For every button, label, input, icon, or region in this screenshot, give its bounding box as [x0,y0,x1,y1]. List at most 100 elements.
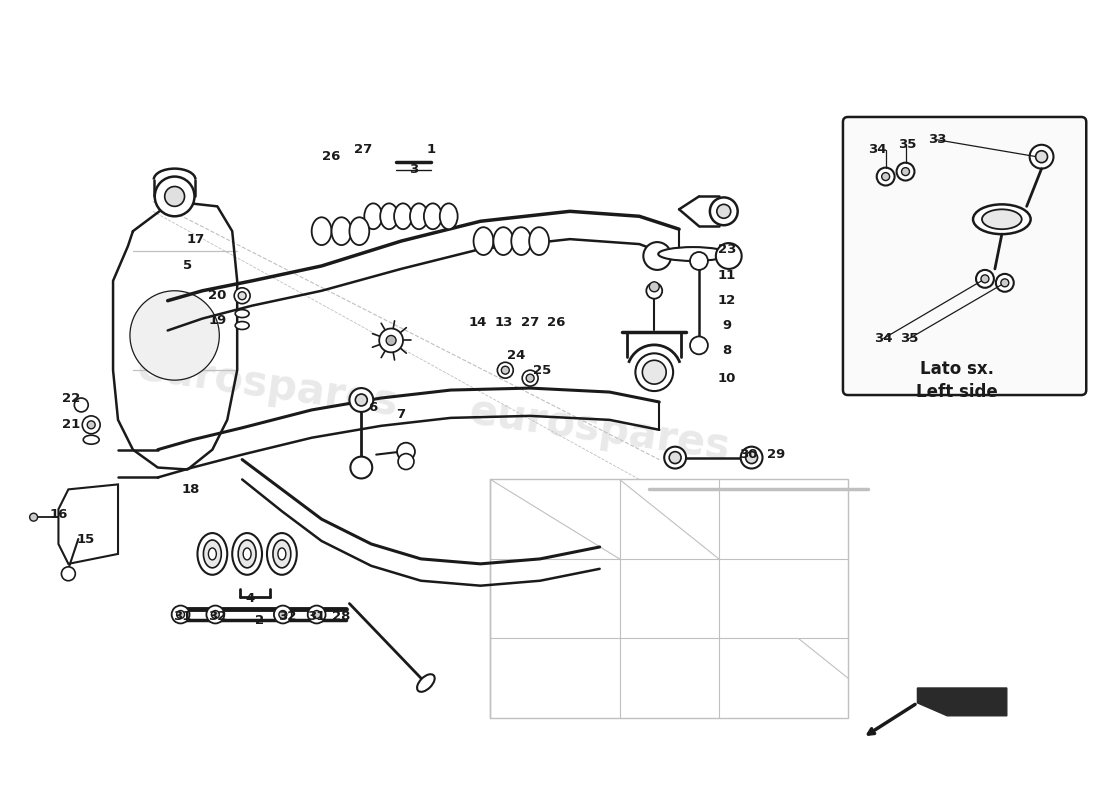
Circle shape [75,398,88,412]
Circle shape [976,270,994,288]
Text: 14: 14 [469,316,486,329]
Circle shape [239,292,246,300]
Ellipse shape [331,218,351,245]
Text: 29: 29 [768,448,785,461]
Circle shape [312,610,320,618]
Circle shape [717,204,730,218]
Text: 27: 27 [354,143,373,156]
Ellipse shape [512,227,531,255]
Text: 16: 16 [50,508,67,521]
Text: 32: 32 [277,610,296,623]
Text: 35: 35 [899,138,916,151]
Circle shape [497,362,514,378]
Ellipse shape [394,203,412,229]
Text: Lato sx.: Lato sx. [921,360,994,378]
Circle shape [740,446,762,469]
Circle shape [279,610,287,618]
Circle shape [1035,150,1047,162]
Circle shape [522,370,538,386]
Ellipse shape [208,548,217,560]
Circle shape [526,374,535,382]
Circle shape [996,274,1014,292]
Ellipse shape [658,247,728,261]
Circle shape [308,606,326,623]
Text: 19: 19 [208,314,227,327]
Text: 12: 12 [717,294,736,307]
Ellipse shape [982,210,1022,229]
Circle shape [207,606,224,623]
Circle shape [644,242,671,270]
Circle shape [130,290,219,380]
Ellipse shape [424,203,442,229]
Circle shape [690,252,708,270]
Circle shape [397,442,415,461]
Text: 27: 27 [521,316,539,329]
Circle shape [234,288,250,304]
Circle shape [664,446,686,469]
Ellipse shape [410,203,428,229]
Circle shape [669,452,681,463]
Polygon shape [917,688,1006,716]
Circle shape [274,606,292,623]
Text: 22: 22 [63,391,80,405]
Ellipse shape [273,540,290,568]
Ellipse shape [381,203,398,229]
Circle shape [386,335,396,346]
Circle shape [398,454,414,470]
Ellipse shape [311,218,331,245]
Text: 9: 9 [723,319,732,332]
Text: Left side: Left side [916,383,998,401]
Ellipse shape [198,533,228,574]
Circle shape [351,457,372,478]
Text: 7: 7 [396,408,406,422]
Text: 31: 31 [307,610,326,623]
Ellipse shape [232,533,262,574]
Circle shape [379,329,403,352]
Circle shape [746,452,758,463]
Circle shape [30,514,37,521]
Circle shape [896,162,914,181]
Text: 2: 2 [255,614,265,627]
Circle shape [649,282,659,292]
Circle shape [82,416,100,434]
Ellipse shape [636,354,673,391]
Circle shape [355,394,367,406]
Text: 23: 23 [717,242,736,255]
Text: 35: 35 [900,332,918,345]
Text: 17: 17 [186,233,205,246]
Circle shape [172,606,189,623]
Circle shape [882,173,890,181]
Text: 32: 32 [208,610,227,623]
Text: 33: 33 [928,134,946,146]
Ellipse shape [364,203,382,229]
Text: 24: 24 [507,349,526,362]
Circle shape [165,186,185,206]
Circle shape [716,243,741,269]
Circle shape [177,610,185,618]
Text: 26: 26 [322,150,341,163]
Text: 3: 3 [409,163,419,176]
Ellipse shape [494,227,514,255]
Text: 10: 10 [717,372,736,385]
Ellipse shape [642,360,667,384]
Circle shape [1030,145,1054,169]
Circle shape [350,388,373,412]
Circle shape [211,610,219,618]
Text: 6: 6 [368,402,378,414]
Ellipse shape [974,204,1031,234]
Text: 34: 34 [869,143,887,156]
Circle shape [690,337,708,354]
Circle shape [1001,279,1009,286]
Ellipse shape [84,435,99,444]
Text: 25: 25 [532,364,551,377]
Circle shape [877,168,894,186]
Text: 5: 5 [183,259,192,273]
Text: 15: 15 [76,533,95,546]
Ellipse shape [267,533,297,574]
Ellipse shape [243,548,251,560]
Text: 31: 31 [174,610,191,623]
Ellipse shape [417,674,434,692]
Ellipse shape [350,218,370,245]
Ellipse shape [278,548,286,560]
Ellipse shape [235,310,249,318]
